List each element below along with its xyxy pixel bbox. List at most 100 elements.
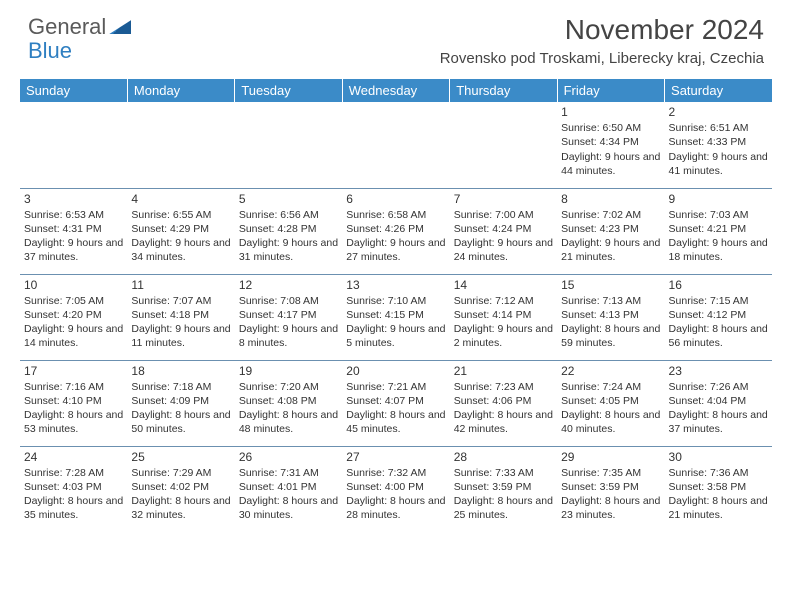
day-number: 12 [239,277,338,293]
daylight-line: Daylight: 9 hours and 27 minutes. [346,236,445,264]
sunset-line: Sunset: 4:04 PM [669,394,768,408]
daylight-line: Daylight: 9 hours and 11 minutes. [131,322,230,350]
sunset-line: Sunset: 4:13 PM [561,308,660,322]
daylight-line: Daylight: 9 hours and 24 minutes. [454,236,553,264]
col-friday: Friday [557,79,664,102]
sunset-line: Sunset: 4:15 PM [346,308,445,322]
header: General November 2024 Rovensko pod Trosk… [0,0,792,71]
week-row: 17Sunrise: 7:16 AMSunset: 4:10 PMDayligh… [20,360,772,446]
day-cell: 3Sunrise: 6:53 AMSunset: 4:31 PMDaylight… [20,188,127,274]
day-cell: 24Sunrise: 7:28 AMSunset: 4:03 PMDayligh… [20,446,127,532]
sunrise-line: Sunrise: 6:50 AM [561,121,660,135]
day-cell [127,102,234,188]
sunset-line: Sunset: 4:23 PM [561,222,660,236]
day-number: 14 [454,277,553,293]
daylight-line: Daylight: 9 hours and 8 minutes. [239,322,338,350]
day-cell: 7Sunrise: 7:00 AMSunset: 4:24 PMDaylight… [450,188,557,274]
daylight-line: Daylight: 9 hours and 18 minutes. [669,236,768,264]
day-number: 7 [454,191,553,207]
col-wednesday: Wednesday [342,79,449,102]
sunset-line: Sunset: 4:03 PM [24,480,123,494]
sunset-line: Sunset: 4:34 PM [561,135,660,149]
daylight-line: Daylight: 9 hours and 41 minutes. [669,150,768,178]
sunset-line: Sunset: 4:01 PM [239,480,338,494]
title-block: November 2024 Rovensko pod Troskami, Lib… [440,14,764,67]
location: Rovensko pod Troskami, Liberecky kraj, C… [440,50,764,67]
sunrise-line: Sunrise: 7:24 AM [561,380,660,394]
day-cell: 22Sunrise: 7:24 AMSunset: 4:05 PMDayligh… [557,360,664,446]
day-number: 3 [24,191,123,207]
day-number: 6 [346,191,445,207]
sunset-line: Sunset: 4:02 PM [131,480,230,494]
sunset-line: Sunset: 4:17 PM [239,308,338,322]
sunrise-line: Sunrise: 7:20 AM [239,380,338,394]
daylight-line: Daylight: 9 hours and 34 minutes. [131,236,230,264]
day-number: 25 [131,449,230,465]
sunrise-line: Sunrise: 6:58 AM [346,208,445,222]
day-number: 9 [669,191,768,207]
sunset-line: Sunset: 4:05 PM [561,394,660,408]
week-row: 10Sunrise: 7:05 AMSunset: 4:20 PMDayligh… [20,274,772,360]
daylight-line: Daylight: 8 hours and 35 minutes. [24,494,123,522]
day-cell: 12Sunrise: 7:08 AMSunset: 4:17 PMDayligh… [235,274,342,360]
day-number: 30 [669,449,768,465]
sunrise-line: Sunrise: 7:00 AM [454,208,553,222]
col-thursday: Thursday [450,79,557,102]
sunrise-line: Sunrise: 7:15 AM [669,294,768,308]
daylight-line: Daylight: 8 hours and 37 minutes. [669,408,768,436]
day-number: 19 [239,363,338,379]
daylight-line: Daylight: 8 hours and 21 minutes. [669,494,768,522]
sunrise-line: Sunrise: 6:55 AM [131,208,230,222]
day-number: 17 [24,363,123,379]
day-cell: 11Sunrise: 7:07 AMSunset: 4:18 PMDayligh… [127,274,234,360]
sunset-line: Sunset: 4:21 PM [669,222,768,236]
day-number: 21 [454,363,553,379]
sunrise-line: Sunrise: 7:10 AM [346,294,445,308]
daylight-line: Daylight: 8 hours and 40 minutes. [561,408,660,436]
day-cell: 2Sunrise: 6:51 AMSunset: 4:33 PMDaylight… [665,102,772,188]
daylight-line: Daylight: 8 hours and 25 minutes. [454,494,553,522]
day-cell: 20Sunrise: 7:21 AMSunset: 4:07 PMDayligh… [342,360,449,446]
sunset-line: Sunset: 4:10 PM [24,394,123,408]
sunrise-line: Sunrise: 6:51 AM [669,121,768,135]
day-cell [20,102,127,188]
calendar-body: 1Sunrise: 6:50 AMSunset: 4:34 PMDaylight… [20,102,772,532]
day-cell: 10Sunrise: 7:05 AMSunset: 4:20 PMDayligh… [20,274,127,360]
sunset-line: Sunset: 3:59 PM [561,480,660,494]
col-saturday: Saturday [665,79,772,102]
day-cell: 19Sunrise: 7:20 AMSunset: 4:08 PMDayligh… [235,360,342,446]
day-cell: 6Sunrise: 6:58 AMSunset: 4:26 PMDaylight… [342,188,449,274]
sunset-line: Sunset: 4:00 PM [346,480,445,494]
col-tuesday: Tuesday [235,79,342,102]
daylight-line: Daylight: 9 hours and 5 minutes. [346,322,445,350]
daylight-line: Daylight: 8 hours and 48 minutes. [239,408,338,436]
daylight-line: Daylight: 8 hours and 59 minutes. [561,322,660,350]
sunrise-line: Sunrise: 7:08 AM [239,294,338,308]
daylight-line: Daylight: 8 hours and 32 minutes. [131,494,230,522]
daylight-line: Daylight: 8 hours and 23 minutes. [561,494,660,522]
col-monday: Monday [127,79,234,102]
day-number: 26 [239,449,338,465]
logo: General [28,14,131,40]
sunset-line: Sunset: 4:18 PM [131,308,230,322]
day-cell: 23Sunrise: 7:26 AMSunset: 4:04 PMDayligh… [665,360,772,446]
day-header-row: Sunday Monday Tuesday Wednesday Thursday… [20,79,772,102]
sunrise-line: Sunrise: 7:13 AM [561,294,660,308]
sunrise-line: Sunrise: 7:02 AM [561,208,660,222]
week-row: 24Sunrise: 7:28 AMSunset: 4:03 PMDayligh… [20,446,772,532]
week-row: 3Sunrise: 6:53 AMSunset: 4:31 PMDaylight… [20,188,772,274]
sunrise-line: Sunrise: 6:56 AM [239,208,338,222]
day-number: 22 [561,363,660,379]
day-number: 24 [24,449,123,465]
sunrise-line: Sunrise: 7:28 AM [24,466,123,480]
sunrise-line: Sunrise: 7:18 AM [131,380,230,394]
day-number: 10 [24,277,123,293]
logo-mark-icon [109,20,131,34]
sunset-line: Sunset: 4:31 PM [24,222,123,236]
daylight-line: Daylight: 8 hours and 53 minutes. [24,408,123,436]
sunrise-line: Sunrise: 7:23 AM [454,380,553,394]
day-cell: 13Sunrise: 7:10 AMSunset: 4:15 PMDayligh… [342,274,449,360]
day-number: 23 [669,363,768,379]
day-cell: 16Sunrise: 7:15 AMSunset: 4:12 PMDayligh… [665,274,772,360]
sunset-line: Sunset: 4:07 PM [346,394,445,408]
